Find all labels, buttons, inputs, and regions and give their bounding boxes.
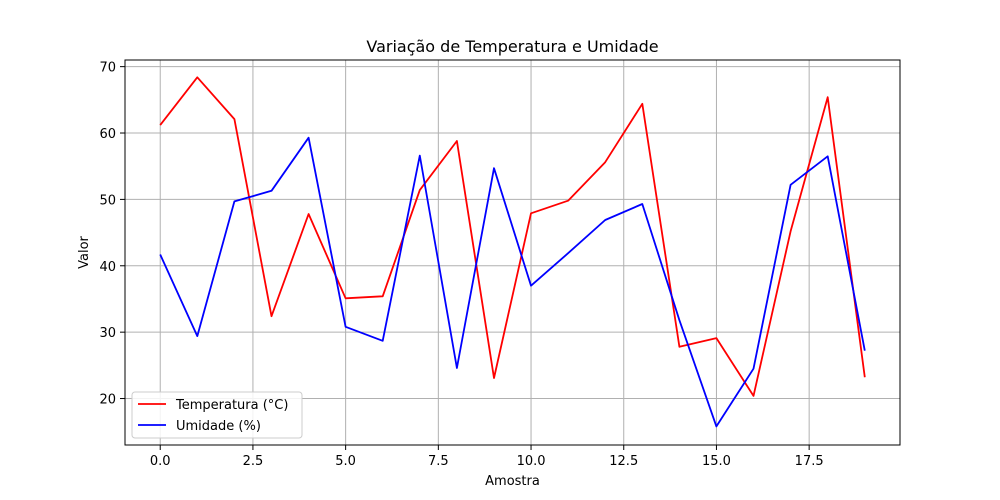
y-tick-label: 60 — [99, 127, 116, 142]
x-tick-label: 10.0 — [517, 454, 546, 469]
x-tick-label: 7.5 — [428, 454, 449, 469]
x-tick-label: 0.0 — [150, 454, 171, 469]
series-line-0 — [159, 76, 866, 397]
x-tick-label: 15.0 — [702, 454, 731, 469]
x-tick-label: 17.5 — [795, 454, 824, 469]
series-lines — [159, 76, 866, 428]
x-axis-ticks: 0.0 2.5 5.0 7.5 10.0 12.5 15.0 17.5 — [150, 445, 824, 469]
y-axis-title: Valor — [77, 235, 92, 268]
legend: Temperatura (°C) Umidade (%) — [131, 391, 303, 439]
grid — [125, 60, 900, 445]
legend-label-umidade: Umidade (%) — [176, 419, 261, 434]
y-tick-label: 30 — [99, 326, 116, 341]
legend-box — [131, 391, 303, 439]
y-tick-label: 70 — [99, 61, 116, 76]
x-axis-title: Amostra — [485, 474, 540, 489]
y-tick-label: 40 — [99, 260, 116, 275]
legend-label-temperatura: Temperatura (°C) — [175, 398, 288, 413]
x-tick-label: 5.0 — [335, 454, 356, 469]
x-tick-label: 12.5 — [609, 454, 638, 469]
y-axis-ticks: 20 30 40 50 60 70 — [99, 61, 125, 408]
plot-frame — [124, 59, 901, 446]
y-tick-label: 50 — [99, 193, 116, 208]
y-tick-label: 20 — [99, 393, 116, 408]
chart-title: Variação de Temperatura e Umidade — [366, 37, 658, 56]
series-line-1 — [159, 136, 866, 428]
x-tick-label: 2.5 — [243, 454, 264, 469]
